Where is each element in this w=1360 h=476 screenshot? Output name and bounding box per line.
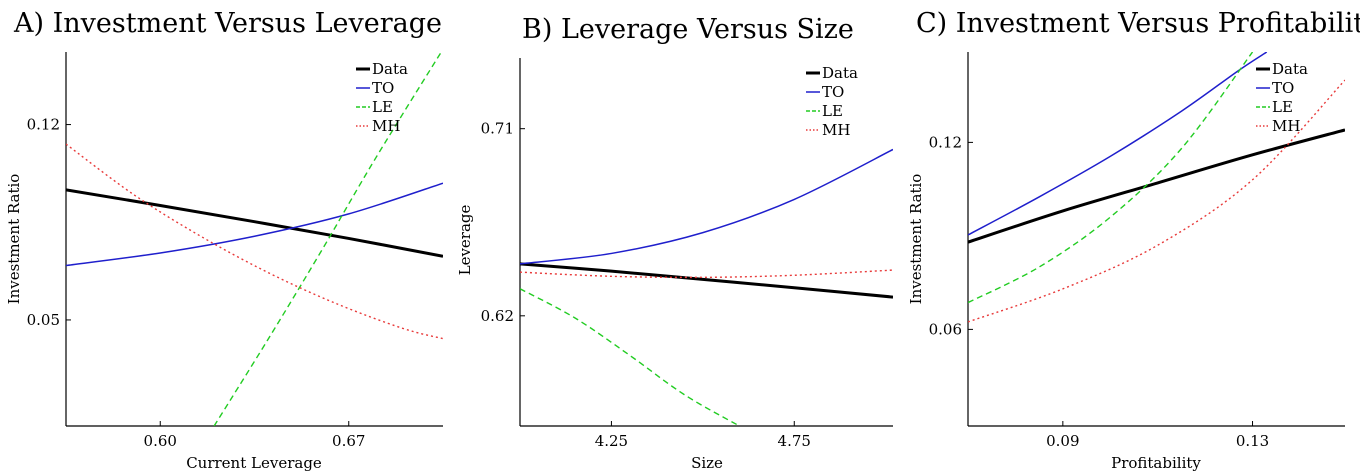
panel-c-x-label: Profitability (1111, 454, 1201, 472)
legend-label-data: Data (822, 64, 858, 82)
panel-a-y-tick-label: 0.05 (27, 311, 60, 329)
panel-a-series-le (213, 52, 443, 426)
panel-a: A) Investment Versus Leverage Investment… (5, 8, 443, 472)
legend-label-to: TO (372, 79, 394, 97)
panel-a-series (66, 52, 443, 426)
panel-a-x-label: Current Leverage (186, 454, 322, 472)
panel-c-series (968, 52, 1345, 323)
panel-c: C) Investment Versus Profitability Inves… (907, 8, 1360, 472)
panel-a-ticks: 0.60 0.67 0.05 0.12 (27, 116, 366, 450)
panel-b-x-tick-label: 4.75 (778, 432, 811, 450)
panel-c-series-data (968, 128, 1345, 244)
legend-label-mh: MH (372, 117, 400, 135)
panel-a-y-tick-label: 0.12 (27, 116, 60, 134)
panel-a-title: A) Investment Versus Leverage (13, 8, 442, 39)
panel-b-x-tick-label: 4.25 (595, 432, 628, 450)
legend-label-data: Data (372, 60, 408, 78)
legend-label-le: LE (822, 102, 843, 120)
legend-label-le: LE (1272, 98, 1293, 116)
panel-b-series-mh (520, 269, 893, 279)
panel-b-x-label: Size (691, 454, 723, 472)
panel-c-series-le (968, 52, 1254, 304)
panel-c-x-tick-label: 0.13 (1236, 432, 1269, 450)
panel-a-series-data (66, 188, 443, 258)
panel-b-y-tick-label: 0.71 (481, 120, 514, 138)
panel-c-x-tick-label: 0.09 (1046, 432, 1079, 450)
panel-a-x-tick-label: 0.60 (144, 432, 177, 450)
panel-a-series-mh (66, 143, 443, 340)
panel-c-series-mh (968, 79, 1345, 323)
panel-b-series-data (520, 262, 893, 299)
panel-c-title: C) Investment Versus Profitability (916, 8, 1360, 39)
legend-label-data: Data (1272, 60, 1308, 78)
panel-a-y-label: Investment Ratio (5, 174, 23, 305)
panel-c-y-label: Investment Ratio (907, 174, 925, 305)
legend-label-to: TO (822, 83, 844, 101)
panel-c-ticks: 0.09 0.13 0.06 0.12 (929, 133, 1270, 450)
panel-b-y-label: Leverage (456, 204, 474, 275)
panel-b-series-to (520, 148, 893, 265)
panel-b-title: B) Leverage Versus Size (522, 14, 854, 45)
panel-b-ticks: 4.25 4.75 0.62 0.71 (481, 120, 811, 450)
panel-b: B) Leverage Versus Size Leverage Size 4.… (456, 14, 893, 472)
panel-c-y-tick-label: 0.06 (929, 320, 962, 338)
legend-label-to: TO (1272, 79, 1294, 97)
panel-b-series (520, 148, 893, 426)
panel-b-y-tick-label: 0.62 (481, 307, 514, 325)
panel-c-y-tick-label: 0.12 (929, 133, 962, 151)
panel-c-series-to (968, 52, 1268, 236)
legend-label-le: LE (372, 98, 393, 116)
panel-a-series-to (66, 182, 443, 267)
panel-a-x-tick-label: 0.67 (332, 432, 365, 450)
legend-label-mh: MH (822, 121, 850, 139)
panel-b-series-le (520, 288, 740, 426)
legend-label-mh: MH (1272, 117, 1300, 135)
